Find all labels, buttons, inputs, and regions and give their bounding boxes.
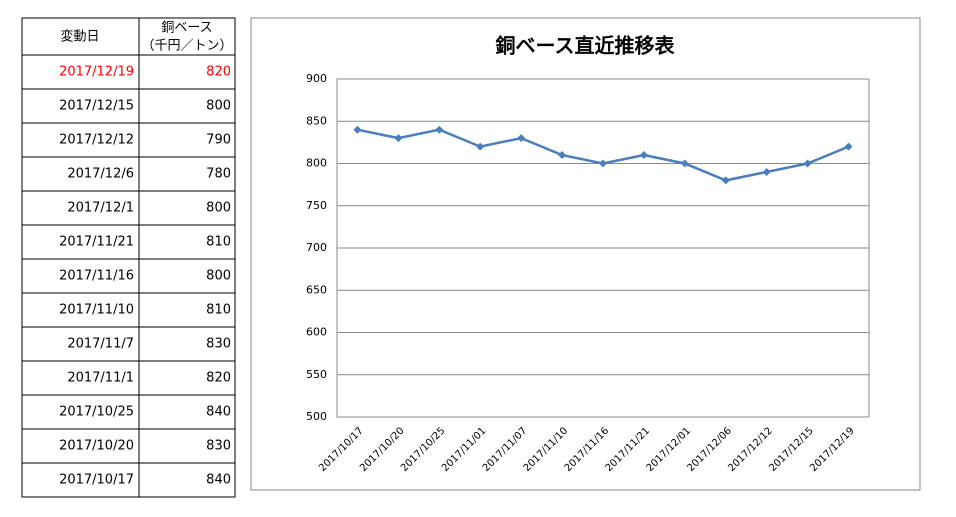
- marker: [803, 159, 812, 168]
- marker: [517, 134, 526, 143]
- table-value: 820: [206, 65, 231, 80]
- y-tick-label: 850: [306, 114, 327, 127]
- marker: [599, 159, 607, 168]
- table-date: 2017/12/19: [59, 65, 134, 80]
- y-tick-label: 800: [306, 157, 327, 170]
- marker: [476, 142, 485, 151]
- table-header: 銅ベース: [161, 21, 212, 36]
- marker: [680, 159, 689, 168]
- table-date: 2017/11/21: [59, 235, 134, 250]
- table-date: 2017/11/1: [67, 371, 134, 386]
- table-date: 2017/11/7: [67, 337, 134, 352]
- table-frame: [21, 17, 236, 498]
- table-date: 2017/10/20: [59, 439, 134, 454]
- marker: [721, 176, 730, 185]
- y-tick-label: 750: [306, 199, 327, 212]
- table-value: 800: [206, 99, 231, 114]
- table-value: 830: [206, 439, 231, 454]
- table-date: 2017/12/1: [67, 201, 134, 216]
- table-date: 2017/10/25: [59, 405, 134, 420]
- table-value: 790: [206, 133, 231, 148]
- marker: [394, 134, 403, 143]
- y-tick-label: 700: [306, 241, 327, 254]
- y-tick-label: 500: [306, 410, 327, 423]
- y-tick-label: 550: [306, 368, 327, 381]
- table-value: 800: [206, 201, 231, 216]
- table-value: 840: [206, 473, 231, 488]
- table-value: 830: [206, 337, 231, 352]
- table-value: 840: [206, 405, 231, 420]
- table-value: 810: [206, 303, 231, 318]
- table-date: 2017/12/12: [59, 133, 134, 148]
- marker: [558, 151, 567, 160]
- marker: [353, 125, 362, 134]
- table-value: 820: [206, 371, 231, 386]
- y-tick-label: 650: [306, 283, 327, 296]
- table-date: 2017/12/15: [59, 99, 134, 114]
- table-value: 800: [206, 269, 231, 284]
- chart-frame: [250, 17, 921, 491]
- table-header: （千円／トン）: [141, 39, 232, 54]
- table-value: 780: [206, 167, 231, 182]
- marker: [435, 125, 444, 134]
- table-header: 変動日: [60, 29, 99, 45]
- table-date: 2017/11/10: [59, 303, 134, 318]
- marker: [762, 167, 771, 176]
- marker: [844, 142, 853, 151]
- y-tick-label: 900: [306, 72, 327, 85]
- marker: [639, 151, 648, 160]
- table-date: 2017/10/17: [59, 473, 134, 488]
- table-date: 2017/12/6: [67, 167, 134, 182]
- table-date: 2017/11/16: [59, 269, 134, 284]
- chart-title: 銅ベース直近推移表: [496, 34, 676, 58]
- y-tick-label: 600: [306, 326, 327, 339]
- table-value: 810: [206, 235, 231, 250]
